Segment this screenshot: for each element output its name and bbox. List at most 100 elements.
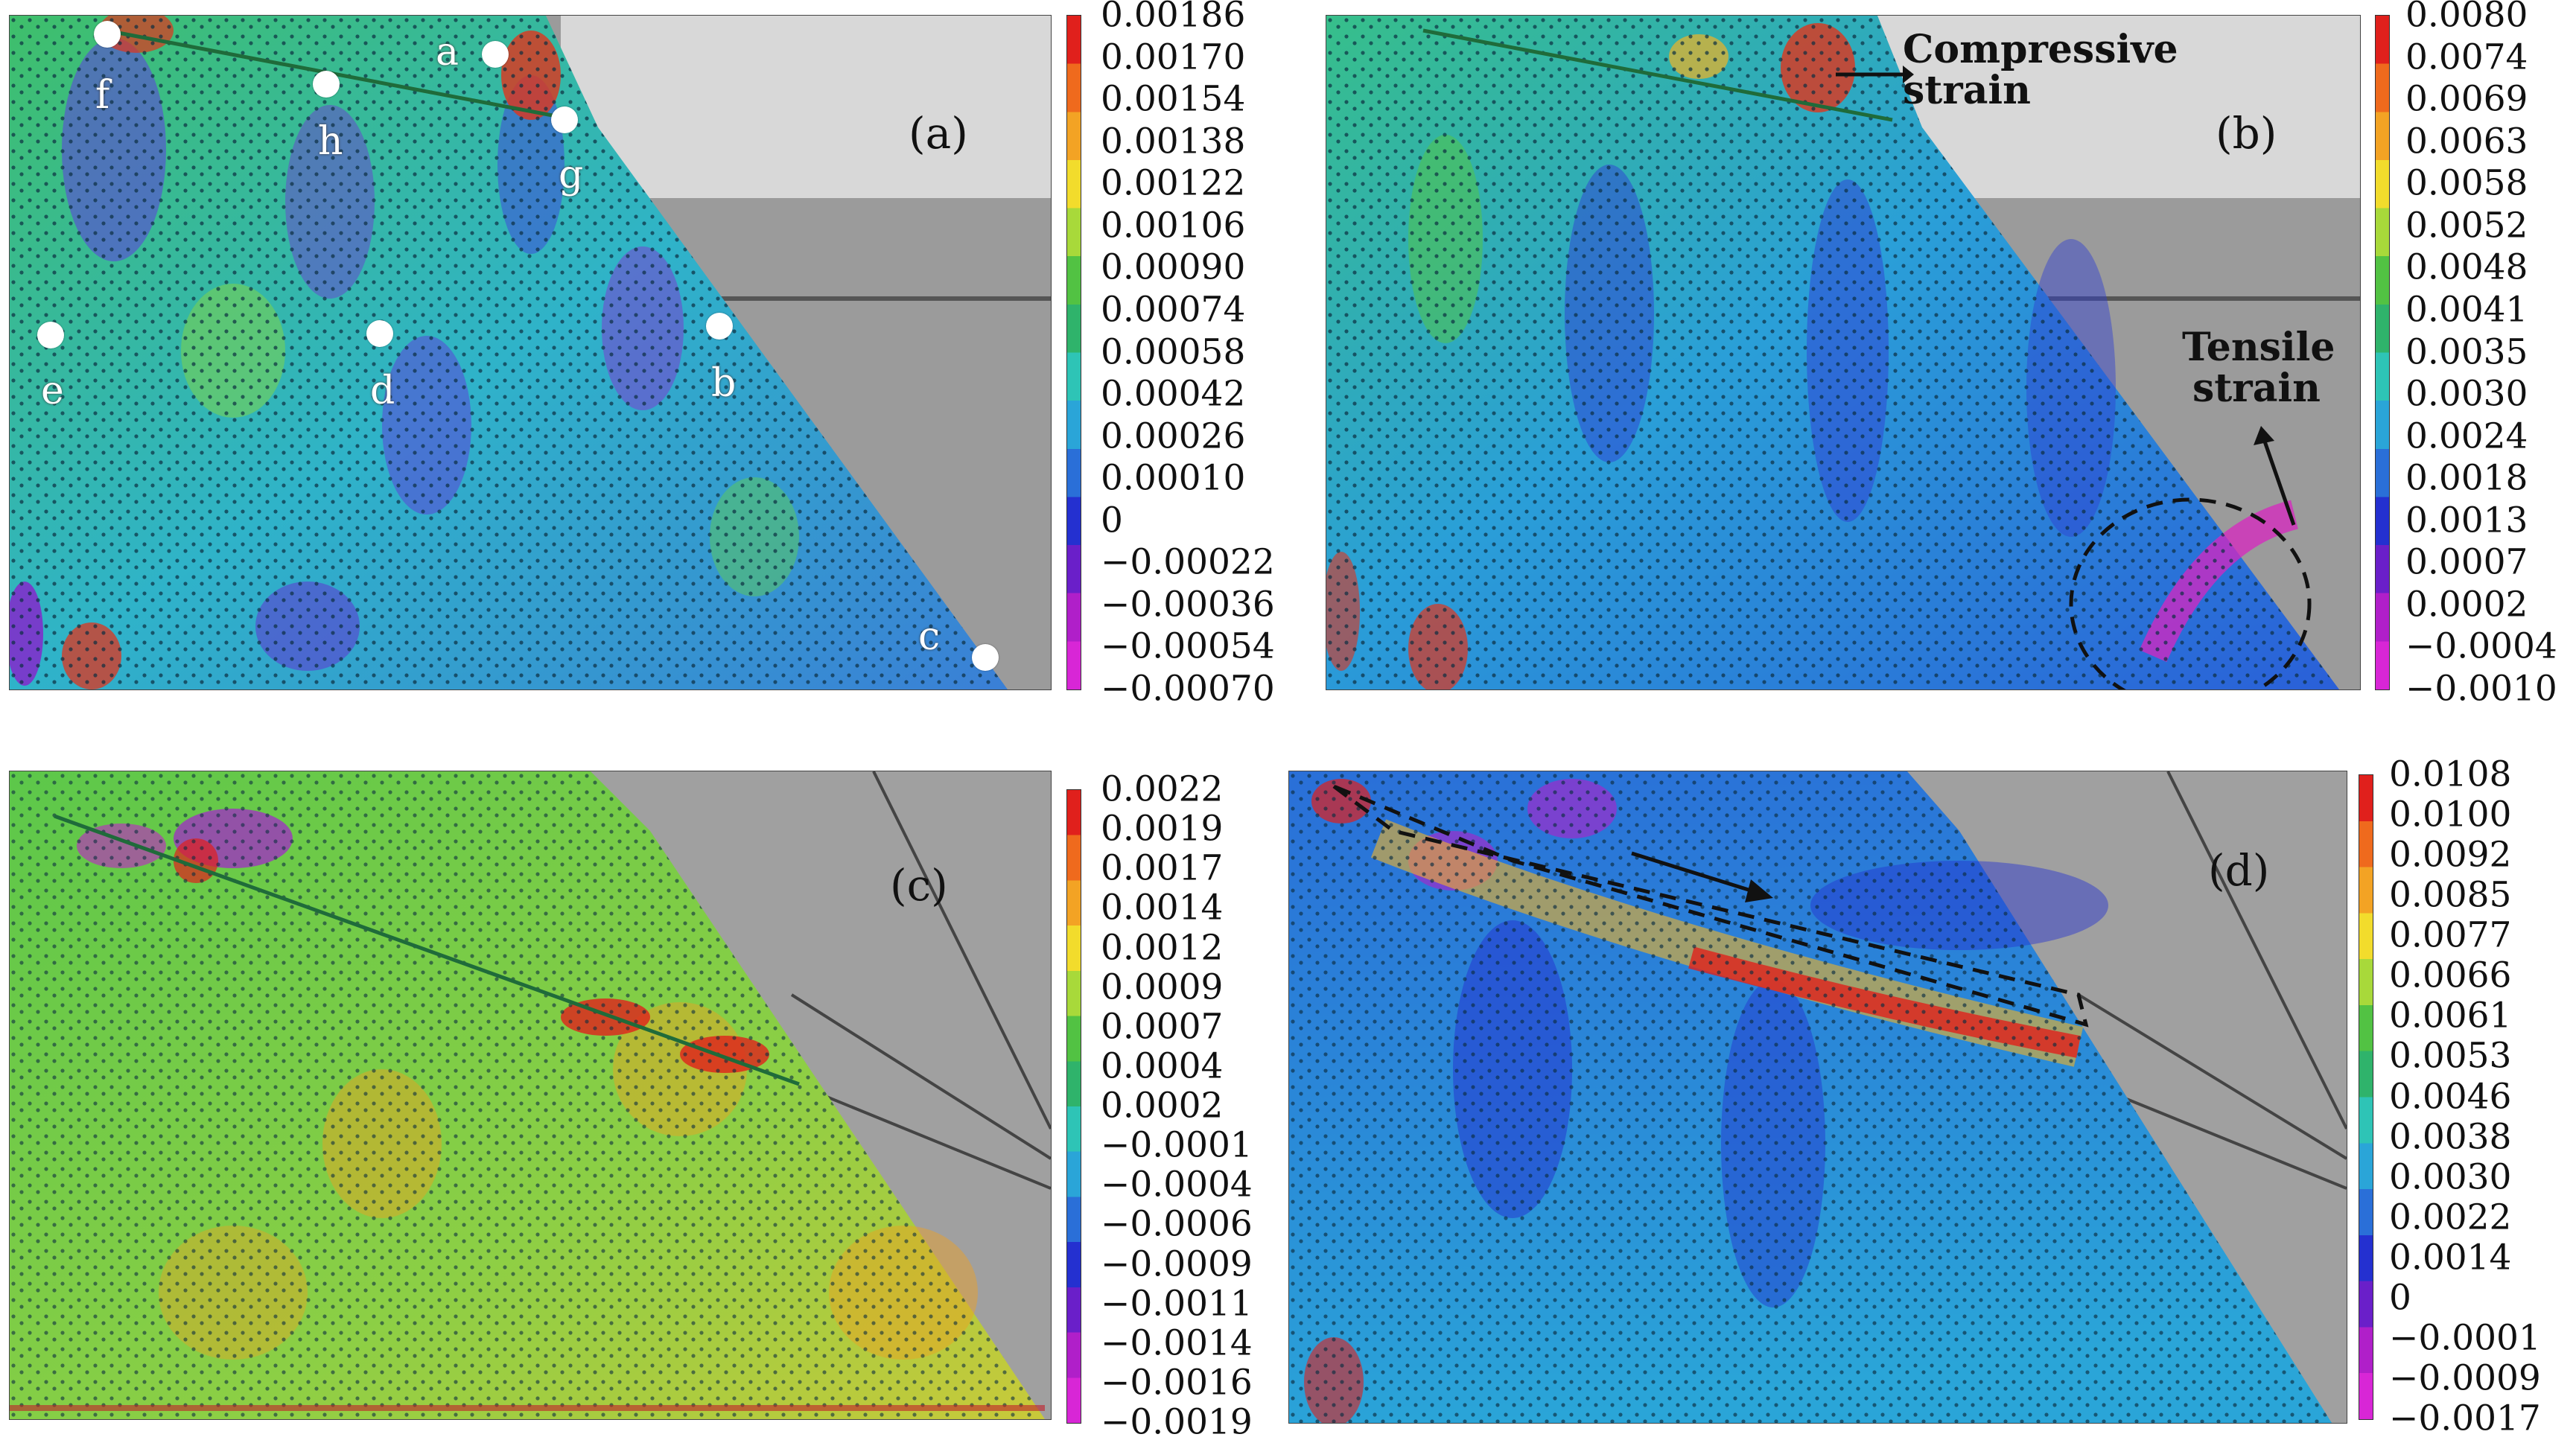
panel-b: 0.0080 0.0074 0.0069 0.0063 0.0058 0.0052 0.00… — [1288, 0, 2576, 707]
point-label-c: c — [918, 614, 941, 659]
measurement-point-b — [706, 313, 733, 340]
colorbar-tick-label: −0.0001 — [1101, 1124, 1253, 1166]
colorbar-tick-label: 0.0019 — [1101, 808, 1224, 850]
panel-label-c: (c) — [890, 860, 948, 911]
colorbar-tick-label: 0.0014 — [1101, 887, 1224, 928]
colorbar-ticks-a: 0.00186 0.00170 0.00154 0.00138 0.00122 0.001… — [1101, 0, 1287, 707]
panel-label-b: (b) — [2216, 108, 2277, 159]
colorbar-tick-label: 0.00074 — [1101, 289, 1246, 331]
colorbar-tick-label: 0.0041 — [2405, 289, 2528, 331]
colorbar-tick-label: 0.0063 — [2405, 121, 2528, 162]
colorbar-tick-label: 0.0007 — [2405, 541, 2528, 583]
colorbar-tick-label: 0.0077 — [2389, 914, 2512, 956]
colorbar-tick-label: 0.0030 — [2405, 373, 2528, 415]
measurement-point-g — [551, 106, 578, 133]
colorbar-tick-label: 0.0069 — [2405, 78, 2528, 120]
point-label-f: f — [95, 73, 110, 118]
colorbar-tick-label: 0.0061 — [2389, 995, 2512, 1036]
measurement-point-f — [94, 21, 121, 48]
colorbar-tick-label: 0.00138 — [1101, 121, 1246, 162]
panel-label-a: (a) — [909, 108, 968, 159]
colorbar-tick-label: −0.00022 — [1101, 541, 1275, 583]
strain-map-d — [1288, 771, 2347, 1424]
panel-a: 0.00186 0.00170 0.00154 0.00138 0.00122 0.001… — [0, 0, 1288, 707]
colorbar-tick-label: 0.0092 — [2389, 834, 2512, 876]
tensile-arrow — [2254, 426, 2296, 526]
colorbar-tick-label: 0.0024 — [2405, 415, 2528, 457]
colorbar-b — [2375, 15, 2390, 690]
colorbar-tick-label: 0.0038 — [2389, 1116, 2512, 1158]
colorbar-ticks-b: 0.0080 0.0074 0.0069 0.0063 0.0058 0.0052 0.00… — [2405, 0, 2576, 707]
colorbar-tick-label: 0.00170 — [1101, 36, 1246, 78]
colorbar-tick-label: −0.00036 — [1101, 584, 1275, 625]
colorbar-tick-label: −0.0019 — [1101, 1401, 1253, 1443]
colorbar-tick-label: 0.00154 — [1101, 78, 1246, 120]
point-label-d: d — [370, 369, 395, 413]
colorbar-tick-label: 0.00010 — [1101, 457, 1246, 499]
colorbar-tick-label: 0.0035 — [2405, 331, 2528, 372]
strain-map-a — [9, 15, 1052, 690]
colorbar-tick-label: 0.0100 — [2389, 794, 2512, 835]
colorbar-tick-label: 0.0004 — [1101, 1045, 1224, 1087]
point-label-g: g — [559, 153, 584, 197]
colorbar-tick-label: 0.0058 — [2405, 162, 2528, 204]
compressive-strain-label: Compressive strain — [1903, 27, 2178, 113]
colorbar-tick-label: 0.00090 — [1101, 246, 1246, 288]
colorbar-tick-label: 0.0066 — [2389, 955, 2512, 996]
colorbar-a — [1066, 15, 1081, 690]
strain-map-b — [1326, 15, 2361, 690]
colorbar-tick-label: 0.00122 — [1101, 162, 1246, 204]
colorbar-tick-label: 0.00058 — [1101, 331, 1246, 372]
colorbar-tick-label: −0.0010 — [2405, 668, 2557, 710]
colorbar-tick-label: −0.0014 — [1101, 1322, 1253, 1364]
colorbar-tick-label: −0.0006 — [1101, 1203, 1253, 1245]
colorbar-tick-label: 0.0012 — [1101, 927, 1224, 968]
point-label-a: a — [436, 30, 459, 74]
colorbar-tick-label: −0.0004 — [2405, 625, 2557, 667]
colorbar-tick-label: 0 — [2389, 1277, 2411, 1319]
colorbar-tick-label: 0.00106 — [1101, 205, 1246, 246]
point-label-b: b — [711, 361, 737, 406]
measurement-point-d — [366, 320, 393, 347]
colorbar-tick-label: 0.0052 — [2405, 205, 2528, 246]
colorbar-tick-label: 0.00186 — [1101, 0, 1246, 36]
colorbar-tick-label: −0.0016 — [1101, 1362, 1253, 1404]
colorbar-tick-label: 0 — [1101, 500, 1123, 541]
colorbar-tick-label: 0.0053 — [2389, 1035, 2512, 1077]
colorbar-tick-label: 0.0002 — [2405, 584, 2528, 625]
colorbar-tick-label: 0.00026 — [1101, 415, 1246, 457]
compressive-arrow — [1836, 66, 1914, 83]
colorbar-tick-label: −0.00070 — [1101, 668, 1275, 710]
colorbar-c — [1066, 789, 1081, 1424]
panel-d: 0.0108 0.0100 0.0092 0.0085 0.0077 0.0066 0.00… — [1288, 726, 2576, 1437]
colorbar-tick-label: 0.0108 — [2389, 754, 2512, 795]
panel-c: 0.0022 0.0019 0.0017 0.0014 0.0012 0.0009 0.00… — [0, 726, 1288, 1440]
colorbar-tick-label: 0.0085 — [2389, 874, 2512, 916]
tensile-strain-label: Tensile strain — [2182, 325, 2335, 411]
colorbar-tick-label: 0.0046 — [2389, 1076, 2512, 1117]
colorbar-tick-label: −0.00054 — [1101, 625, 1275, 667]
colorbar-tick-label: 0.0018 — [2405, 457, 2528, 499]
colorbar-d — [2359, 774, 2373, 1420]
measurement-point-e — [37, 322, 64, 348]
colorbar-tick-label: −0.0009 — [1101, 1243, 1253, 1284]
colorbar-tick-label: 0.00042 — [1101, 373, 1246, 415]
point-label-h: h — [318, 119, 343, 164]
colorbar-tick-label: −0.0011 — [1101, 1283, 1253, 1325]
colorbar-tick-label: 0.0009 — [1101, 966, 1224, 1008]
colorbar-tick-label: 0.0074 — [2405, 36, 2528, 78]
colorbar-tick-label: −0.0004 — [1101, 1164, 1253, 1205]
colorbar-tick-label: 0.0017 — [1101, 847, 1224, 889]
colorbar-tick-label: 0.0080 — [2405, 0, 2528, 36]
point-label-e: e — [41, 369, 64, 413]
colorbar-tick-label: −0.0001 — [2389, 1317, 2541, 1359]
colorbar-tick-label: −0.0017 — [2389, 1398, 2541, 1439]
colorbar-ticks-c: 0.0022 0.0019 0.0017 0.0014 0.0012 0.0009 0.00… — [1101, 772, 1287, 1440]
strain-map-c — [9, 771, 1052, 1420]
measurement-point-h — [313, 71, 340, 98]
colorbar-tick-label: 0.0022 — [1101, 768, 1224, 810]
colorbar-tick-label: 0.0002 — [1101, 1085, 1224, 1127]
colorbar-tick-label: 0.0030 — [2389, 1156, 2512, 1198]
colorbar-tick-label: 0.0007 — [1101, 1006, 1224, 1048]
colorbar-tick-label: 0.0048 — [2405, 246, 2528, 288]
